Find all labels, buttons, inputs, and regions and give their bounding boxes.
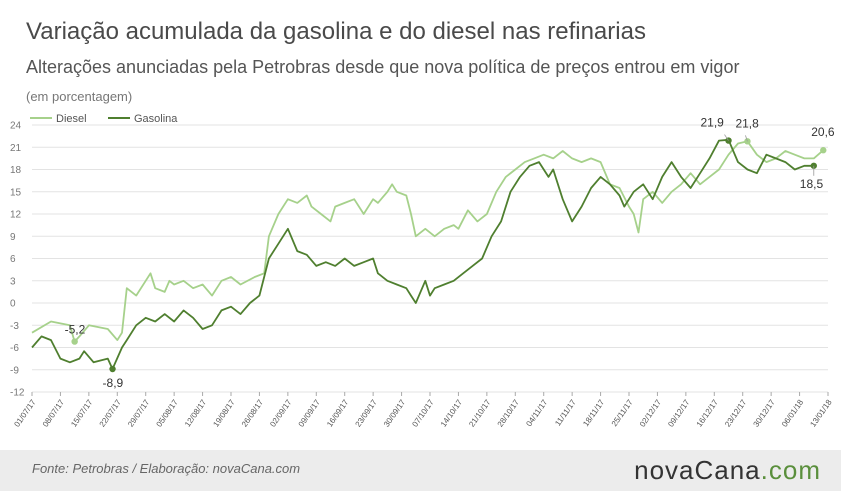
logo-main-text: novaCana — [634, 455, 761, 485]
x-tick-label: 02/12/17 — [638, 398, 664, 429]
x-tick-label: 09/12/17 — [666, 398, 692, 429]
annotation-label: 20,6 — [811, 125, 835, 139]
legend-label-diesel: Diesel — [56, 113, 87, 125]
chart-title: Variação acumulada da gasolina e do dies… — [26, 18, 646, 45]
annotation-marker — [109, 365, 116, 373]
series-line-diesel — [31, 140, 824, 343]
annotation-label: 18,5 — [800, 177, 824, 191]
annotation-leader — [724, 134, 729, 141]
y-tick-label: 15 — [10, 187, 22, 198]
y-tick-label: 18 — [10, 165, 22, 176]
x-tick-label: 21/10/17 — [467, 398, 493, 429]
y-tick-label: 0 — [10, 299, 16, 310]
x-tick-label: 29/07/17 — [126, 398, 152, 429]
footer-bar: Fonte: Petrobras / Elaboração: novaCana.… — [0, 450, 841, 491]
x-tick-label: 30/12/17 — [752, 398, 778, 429]
x-tick-label: 08/07/17 — [41, 398, 67, 429]
x-tick-label: 09/09/17 — [297, 398, 323, 429]
x-tick-label: 16/12/17 — [695, 398, 721, 429]
x-tick-label: 26/08/17 — [240, 398, 266, 429]
x-tick-label: 23/09/17 — [354, 398, 380, 429]
series-line-gasolina — [31, 138, 814, 370]
x-tick-label: 05/08/17 — [155, 398, 181, 429]
x-tick-label: 13/01/18 — [808, 398, 834, 429]
y-tick-label: 6 — [10, 254, 16, 265]
x-tick-label: 02/09/17 — [268, 398, 294, 429]
y-tick-label: -9 — [10, 365, 19, 376]
x-tick-label: 04/11/17 — [524, 398, 549, 429]
source-credit: Fonte: Petrobras / Elaboração: novaCana.… — [32, 461, 301, 476]
x-tick-label: 19/08/17 — [211, 398, 237, 429]
y-tick-label: -3 — [10, 321, 19, 332]
y-tick-label: -6 — [10, 343, 19, 354]
x-tick-label: 14/10/17 — [439, 398, 465, 429]
y-tick-label: 3 — [10, 276, 16, 287]
x-tick-label: 28/10/17 — [496, 398, 522, 429]
x-tick-label: 25/11/17 — [610, 398, 635, 429]
unit-label: (em porcentagem) — [26, 89, 133, 104]
legend-label-gasolina: Gasolina — [134, 113, 178, 125]
x-tick-label: 01/07/17 — [12, 398, 38, 429]
annotation-label: 21,8 — [735, 116, 759, 130]
logo-suffix-text: .com — [760, 455, 821, 485]
x-tick-label: 07/10/17 — [410, 398, 436, 429]
x-tick-label: 06/01/18 — [780, 398, 806, 429]
y-tick-label: 9 — [10, 232, 16, 243]
annotation-label: -5,2 — [65, 323, 86, 337]
y-tick-label: 12 — [10, 210, 22, 221]
y-tick-label: 24 — [10, 121, 22, 132]
x-tick-label: 30/09/17 — [382, 398, 408, 429]
x-tick-label: 12/08/17 — [183, 398, 209, 429]
annotation-label: 21,9 — [701, 116, 725, 130]
annotation-label: -8,9 — [103, 376, 124, 390]
y-tick-label: 21 — [10, 143, 22, 154]
x-tick-label: 22/07/17 — [98, 398, 124, 429]
x-tick-label: 16/09/17 — [325, 398, 351, 429]
annotation-leader — [745, 135, 748, 142]
x-tick-label: 11/11/17 — [553, 398, 578, 428]
y-tick-label: -12 — [10, 388, 25, 399]
annotation-marker — [71, 338, 78, 345]
novacana-logo: novaCana.com — [634, 455, 821, 486]
annotation-marker — [820, 147, 827, 154]
chart-subtitle: Alterações anunciadas pela Petrobras des… — [26, 57, 740, 77]
x-tick-label: 18/11/17 — [581, 398, 606, 429]
x-tick-label: 23/12/17 — [723, 398, 749, 429]
x-tick-label: 15/07/17 — [69, 398, 95, 429]
